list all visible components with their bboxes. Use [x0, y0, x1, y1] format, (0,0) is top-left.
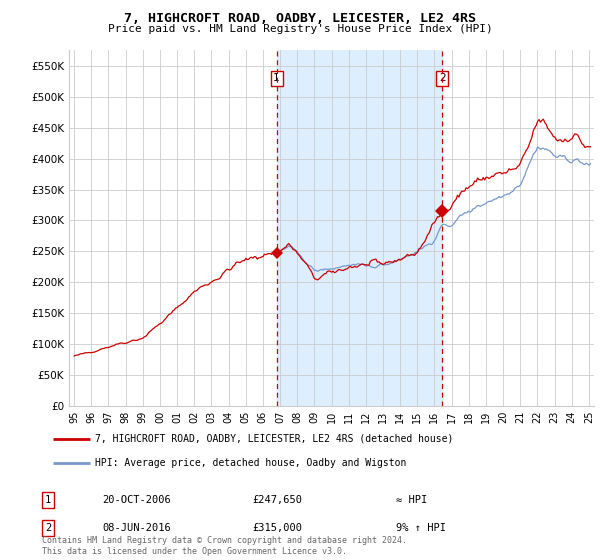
Text: Price paid vs. HM Land Registry's House Price Index (HPI): Price paid vs. HM Land Registry's House … [107, 24, 493, 34]
Text: 1: 1 [273, 73, 280, 83]
Text: 7, HIGHCROFT ROAD, OADBY, LEICESTER, LE2 4RS: 7, HIGHCROFT ROAD, OADBY, LEICESTER, LE2… [124, 12, 476, 25]
Text: 7, HIGHCROFT ROAD, OADBY, LEICESTER, LE2 4RS (detached house): 7, HIGHCROFT ROAD, OADBY, LEICESTER, LE2… [95, 434, 453, 444]
Text: 08-JUN-2016: 08-JUN-2016 [102, 523, 171, 533]
Text: ≈ HPI: ≈ HPI [396, 495, 427, 505]
Text: 20-OCT-2006: 20-OCT-2006 [102, 495, 171, 505]
Text: 2: 2 [439, 73, 445, 83]
Text: 9% ↑ HPI: 9% ↑ HPI [396, 523, 446, 533]
Text: Contains HM Land Registry data © Crown copyright and database right 2024.
This d: Contains HM Land Registry data © Crown c… [42, 536, 407, 556]
Text: £247,650: £247,650 [252, 495, 302, 505]
Bar [277, 50, 442, 406]
Text: 1: 1 [45, 495, 51, 505]
Text: HPI: Average price, detached house, Oadby and Wigston: HPI: Average price, detached house, Oadb… [95, 458, 406, 468]
Text: 2: 2 [45, 523, 51, 533]
Text: £315,000: £315,000 [252, 523, 302, 533]
